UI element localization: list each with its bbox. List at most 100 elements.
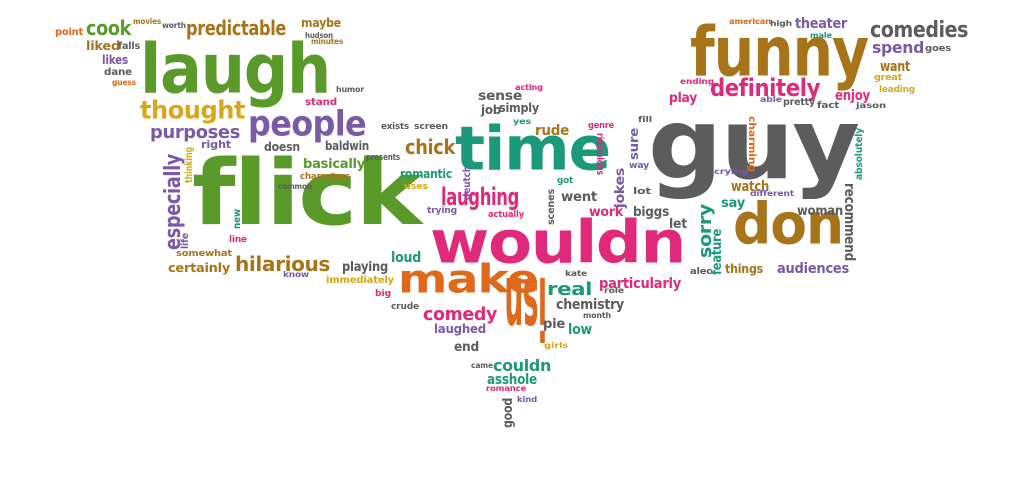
word-characters: characters [300, 172, 350, 182]
word-comedy: comedy [423, 304, 497, 325]
word-certainly: certainly [168, 261, 230, 275]
word-different: different [750, 189, 794, 198]
word-role: role [604, 286, 624, 295]
word-biggs: biggs [633, 205, 669, 220]
word-minutes: minutes [311, 37, 343, 46]
word-couldn: couldn [493, 356, 551, 375]
word-definitely: definitely [710, 74, 820, 102]
word-laughed: laughed [434, 322, 486, 336]
word-good: good [501, 398, 516, 428]
word-ending: ending [680, 77, 714, 86]
word-real: real [547, 279, 592, 300]
word-big: big [375, 289, 391, 299]
word-male: male [810, 31, 832, 40]
word-went: went [561, 190, 597, 205]
word-crying: crying [714, 167, 748, 176]
word-basically: basically [303, 157, 365, 172]
word-crude: crude [391, 302, 419, 312]
word-play: play [669, 91, 697, 106]
word-came: came [471, 361, 493, 370]
word-acting: acting [515, 83, 543, 92]
word-fill: fill [638, 115, 652, 124]
word-presents: presents [366, 153, 400, 163]
word-spend: spend [872, 38, 924, 57]
word-rude: rude [535, 123, 569, 139]
word-thought: thought [140, 95, 245, 125]
word-audiences: audiences [777, 261, 849, 277]
word-stand: stand [305, 97, 337, 108]
word-thinking: thinking [184, 147, 195, 183]
word-want: want [880, 59, 910, 75]
word-high: high [770, 19, 792, 28]
word-make: make [398, 257, 539, 303]
word-wouldn: wouldn [430, 207, 686, 277]
word-don: don [733, 191, 844, 258]
word-fact: fact [817, 101, 839, 111]
word-deutch: deutch [462, 166, 473, 200]
word-recommend: recommend [841, 183, 857, 261]
word-say: say [721, 196, 745, 211]
word-scenes: scenes [546, 189, 557, 225]
word-let: let [669, 217, 687, 232]
word-romance: romance [486, 384, 526, 393]
word-theater: theater [795, 16, 847, 32]
word-purposes: purposes [150, 122, 240, 143]
word-particularly: particularly [599, 276, 681, 292]
word-work: work [589, 205, 623, 220]
word-dane: dane [104, 67, 132, 78]
word-asshole: asshole [487, 372, 537, 388]
word-simply: simply [499, 101, 539, 115]
word-american: american [729, 17, 771, 26]
word-new: new [232, 209, 243, 229]
word-liked: liked [86, 39, 120, 53]
word-likes: likes [102, 53, 128, 67]
word-things: things [725, 262, 763, 276]
word-screen: screen [414, 122, 448, 132]
word-kate: kate [565, 269, 587, 278]
word-loud: loud [391, 250, 421, 266]
word-jason: jason [856, 101, 886, 110]
word-yes: yes [513, 117, 531, 126]
word-goes: goes [925, 44, 951, 54]
word-chemistry: chemistry [556, 297, 624, 313]
word-got: got [557, 176, 573, 186]
word-jokes: jokes [613, 168, 628, 208]
word-pie: pie [543, 317, 565, 332]
word-laughing: laughing [441, 183, 519, 211]
word-guy: guy [648, 88, 860, 202]
word-line: line [229, 235, 247, 245]
word-job: job [481, 103, 501, 117]
word-maybe: maybe [301, 16, 341, 30]
word-point: point [55, 27, 83, 38]
word-watch: watch [731, 179, 769, 195]
word-baldwin: baldwin [325, 139, 369, 153]
word-actually: actually [488, 210, 524, 220]
word-doesn: doesn [264, 140, 300, 154]
word-pretty: pretty [783, 97, 815, 108]
word-immediately: immediately [326, 275, 394, 286]
word-uses: uses [404, 182, 428, 192]
word-hilarious: hilarious [235, 252, 330, 276]
word-feature: feature [710, 229, 725, 275]
word-genre: genre [588, 121, 614, 131]
word-end: end [454, 340, 479, 355]
word-playing: playing [342, 260, 388, 275]
word-leading: leading [879, 85, 915, 95]
word-alec: alec [690, 267, 712, 277]
word-trying: trying [427, 206, 457, 216]
word-worth: worth [162, 21, 186, 30]
word-low: low [568, 322, 592, 338]
word-people: people [248, 104, 367, 145]
word-sure: sure [627, 128, 641, 160]
word-charming: charming [746, 116, 757, 172]
word-month: month [583, 311, 611, 320]
word-laugh: laugh [140, 29, 331, 110]
word-life: life [180, 233, 191, 249]
word-woman: woman [797, 204, 843, 219]
word-sense: sense [478, 89, 522, 104]
word-great: great [874, 73, 902, 83]
word-enjoy: enjoy [835, 88, 870, 104]
word-way: way [629, 161, 649, 171]
word-falls: falls [118, 41, 140, 52]
